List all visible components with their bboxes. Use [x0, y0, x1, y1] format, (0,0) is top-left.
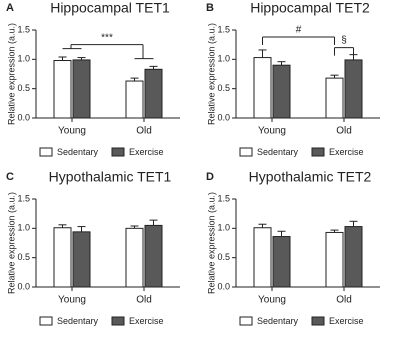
legend-swatch	[239, 147, 253, 157]
y-tick-label: 0.5	[217, 252, 230, 262]
y-tick-label: 1.5	[217, 193, 230, 203]
bar	[144, 68, 163, 119]
bar	[72, 231, 91, 288]
legend-label: Exercise	[329, 316, 364, 326]
y-axis-label: Relative expression (a.u.)	[206, 192, 216, 294]
bar	[53, 60, 72, 119]
bar	[125, 227, 144, 288]
panel-title: Hypothalamic TET1	[49, 169, 172, 185]
legend-swatch	[39, 316, 53, 326]
legend-swatch	[111, 147, 125, 157]
y-tick-label: 0.5	[217, 83, 230, 93]
x-tick-label: Young	[258, 295, 286, 306]
annotation: ***	[101, 32, 113, 43]
bar	[325, 231, 344, 288]
y-tick-label: 1.5	[17, 193, 30, 203]
panel: A Hippocampal TET1 Relative expression (a.…	[6, 0, 180, 157]
legend-swatch	[311, 147, 325, 157]
bar	[125, 80, 144, 119]
panel: B Hippocampal TET2 Relative expression (a.…	[206, 0, 380, 157]
y-tick-label: 0.0	[217, 281, 230, 291]
x-tick-label: Old	[336, 126, 352, 137]
y-tick-label: 0.0	[17, 281, 30, 291]
legend-label: Exercise	[129, 147, 164, 157]
y-tick-label: 1.0	[217, 54, 230, 64]
bar	[344, 59, 363, 119]
panel-letter: A	[6, 2, 14, 14]
bar	[325, 77, 344, 119]
legend-label: Sedentary	[257, 316, 299, 326]
y-axis-label: Relative expression (a.u.)	[206, 23, 216, 125]
x-tick-label: Young	[58, 126, 86, 137]
bar	[72, 59, 91, 119]
y-tick-label: 1.0	[17, 223, 30, 233]
panel-letter: B	[206, 2, 214, 14]
bar	[144, 224, 163, 288]
panel-letter: D	[206, 171, 214, 183]
x-tick-label: Old	[136, 126, 152, 137]
x-tick-label: Old	[336, 295, 352, 306]
panel: C Hypothalamic TET1 Relative expression (a…	[6, 169, 180, 326]
bar	[253, 227, 272, 288]
y-axis-label: Relative expression (a.u.)	[6, 192, 16, 294]
legend-swatch	[39, 147, 53, 157]
legend-label: Sedentary	[257, 147, 299, 157]
y-tick-label: 1.0	[17, 54, 30, 64]
legend-swatch	[111, 316, 125, 326]
x-tick-label: Young	[258, 126, 286, 137]
legend-label: Sedentary	[57, 147, 99, 157]
panel-title: Hippocampal TET1	[50, 0, 170, 16]
legend-swatch	[311, 316, 325, 326]
panel-letter: C	[6, 171, 14, 183]
legend-label: Exercise	[329, 147, 364, 157]
y-tick-label: 1.0	[217, 223, 230, 233]
legend-label: Exercise	[129, 316, 164, 326]
bar	[272, 236, 291, 288]
annotation: §	[341, 35, 347, 46]
legend-label: Sedentary	[57, 316, 99, 326]
y-tick-label: 0.5	[17, 83, 30, 93]
bar	[253, 57, 272, 119]
y-tick-label: 0.0	[17, 112, 30, 122]
x-tick-label: Old	[136, 295, 152, 306]
legend-swatch	[239, 316, 253, 326]
y-tick-label: 1.5	[217, 24, 230, 34]
bar	[272, 64, 291, 119]
y-tick-label: 0.5	[17, 252, 30, 262]
annotation: #	[296, 25, 302, 36]
panel-title: Hypothalamic TET2	[249, 169, 372, 185]
panel-title: Hippocampal TET2	[250, 0, 370, 16]
panel: D Hypothalamic TET2 Relative expression (a…	[206, 169, 380, 326]
y-tick-label: 0.0	[217, 112, 230, 122]
x-tick-label: Young	[58, 295, 86, 306]
bar	[344, 226, 363, 288]
y-tick-label: 1.5	[17, 24, 30, 34]
y-axis-label: Relative expression (a.u.)	[6, 23, 16, 125]
bar	[53, 227, 72, 288]
